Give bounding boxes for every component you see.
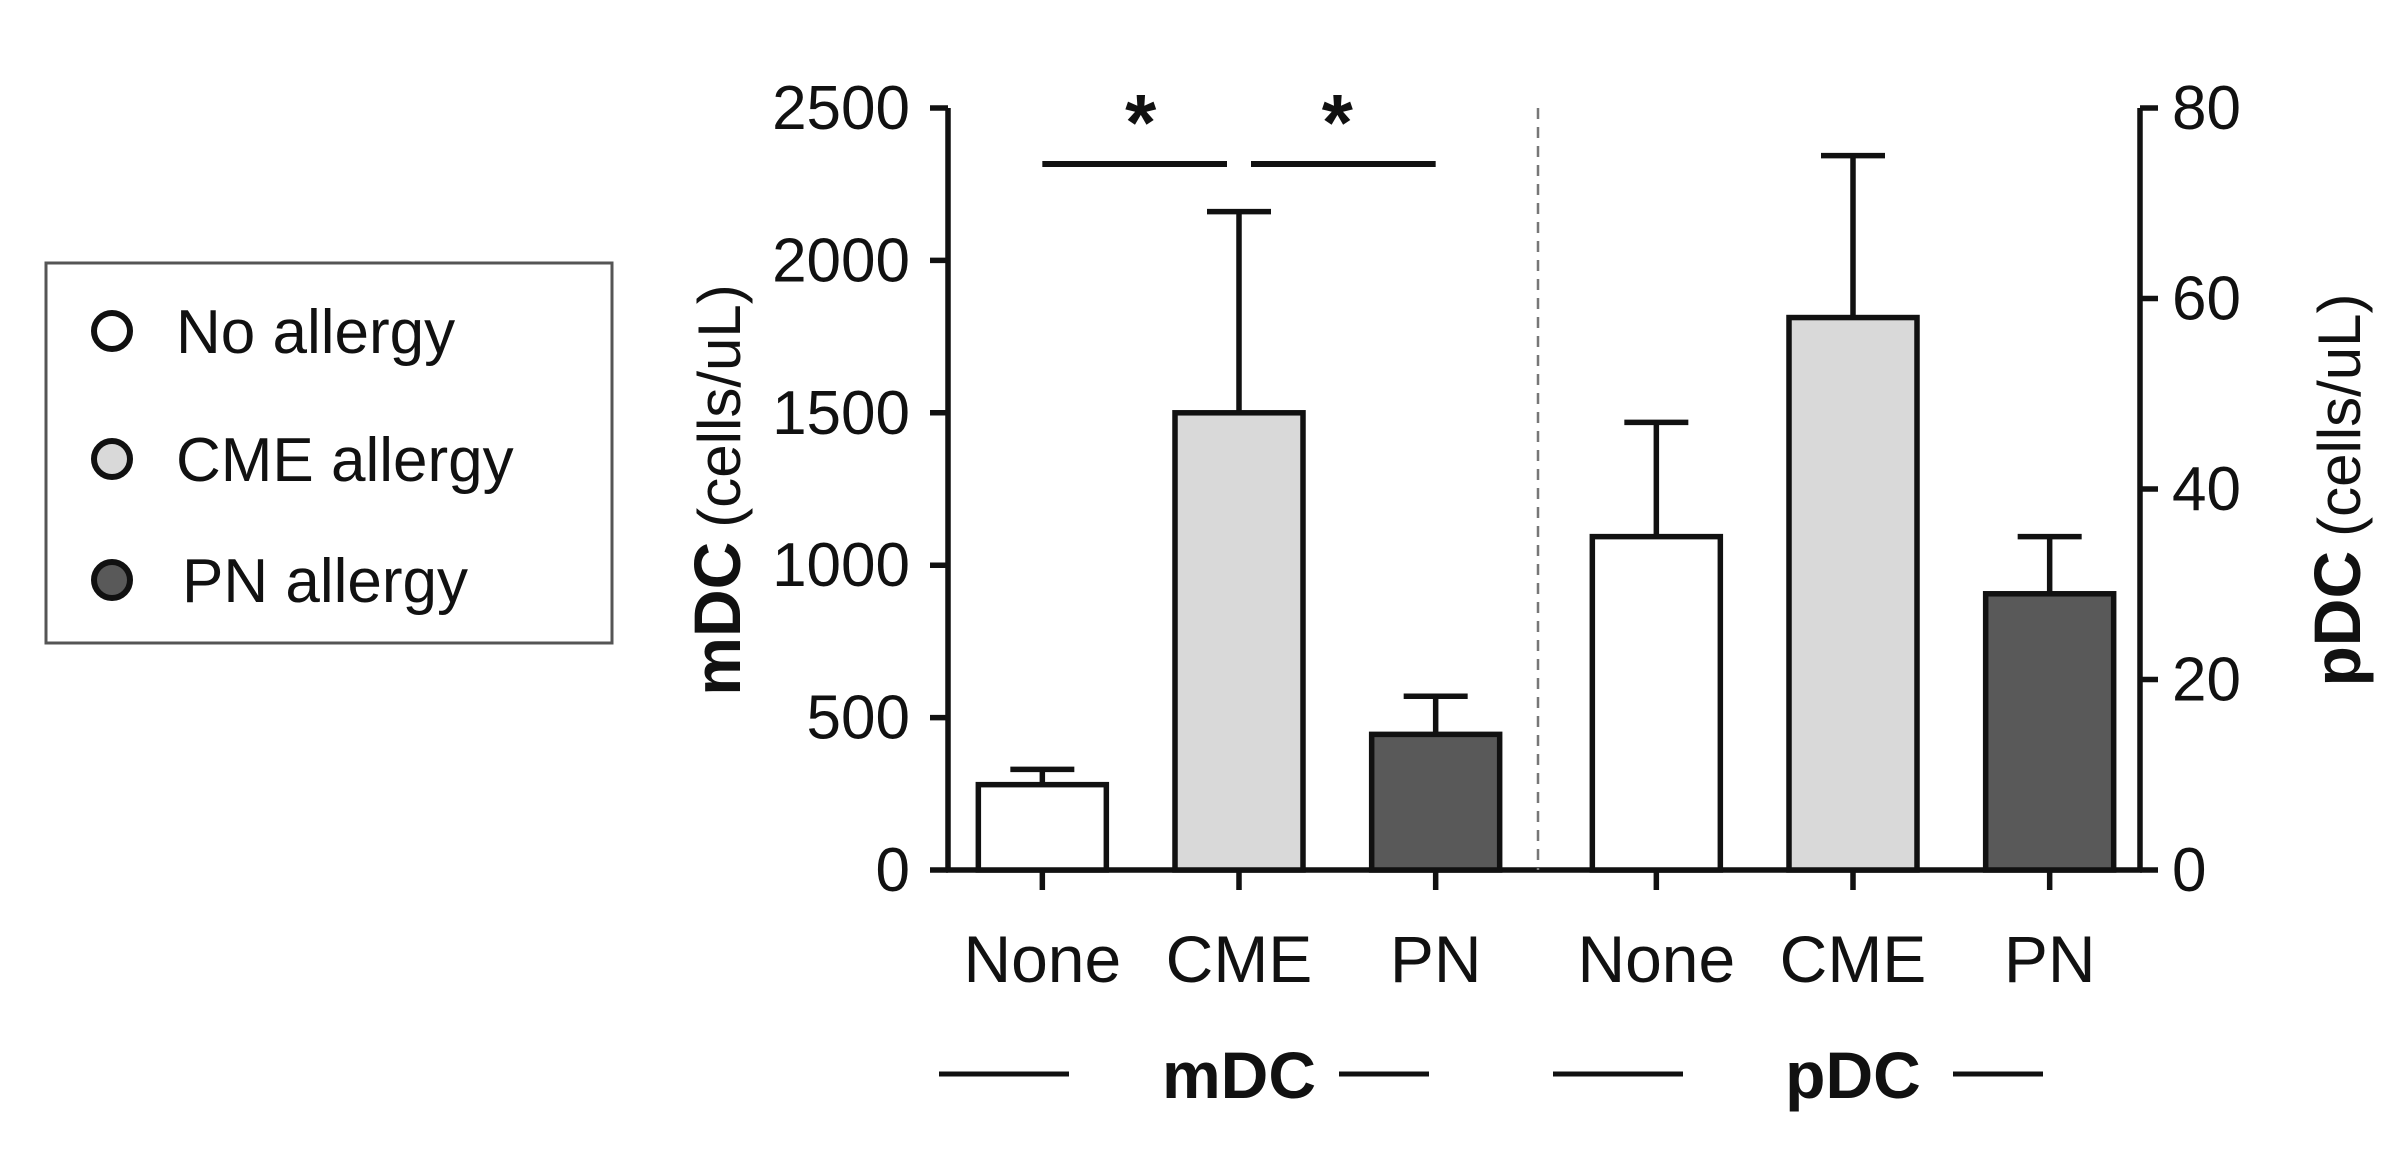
right-axis-title: pDC (cells/uL) (2300, 293, 2374, 686)
legend-box (44, 261, 614, 645)
right-y-tick-label: 40 (2172, 455, 2241, 524)
x-category-label: PN (2004, 922, 2096, 996)
right-y-tick-label: 80 (2172, 74, 2241, 143)
x-category-label: CME (1166, 922, 1313, 996)
left-y-tick-label: 2000 (772, 226, 910, 295)
x-category-label: CME (1780, 922, 1927, 996)
right-y-tick-label: 20 (2172, 646, 2241, 715)
right-axis-title-label: pDC (2300, 551, 2374, 687)
right-y-tick-label: 60 (2172, 265, 2241, 334)
left-axis-title: mDC (cells/uL) (680, 284, 754, 695)
right-axis-title-unit: (cells/uL) (2306, 293, 2373, 536)
x-category-label: None (1577, 922, 1735, 996)
bar-pdc-pn (1982, 591, 2117, 873)
group-label-pdc: pDC (1785, 1038, 1921, 1112)
left-y-tick-label: 0 (876, 836, 910, 905)
legend-marker-2 (91, 438, 133, 480)
left-axis-title-unit: (cells/uL) (686, 284, 753, 527)
left-y-tick-label: 500 (807, 684, 910, 753)
bar-pdc-cme (1786, 314, 1920, 873)
bar-mdc-pn (1368, 731, 1503, 873)
legend-marker-3 (91, 559, 133, 601)
left-y-tick-label: 2500 (772, 74, 910, 143)
legend-label: CME allergy (176, 426, 514, 495)
x-category-label: PN (1390, 922, 1482, 996)
significance-star: * (1322, 78, 1354, 167)
left-axis-title-label: mDC (680, 542, 754, 696)
legend-label: No allergy (176, 298, 455, 367)
bar-mdc-cme (1172, 410, 1306, 873)
left-y-tick-label: 1500 (772, 379, 910, 448)
x-category-label: None (963, 922, 1121, 996)
left-y-tick-label: 1000 (772, 531, 910, 600)
bar-mdc-none (975, 781, 1110, 873)
significance-star: * (1125, 78, 1157, 167)
group-label-mdc: mDC (1162, 1038, 1316, 1112)
right-y-tick-label: 0 (2172, 836, 2206, 905)
legend-label: PN allergy (182, 547, 468, 616)
legend-marker-1 (91, 310, 133, 352)
bar-pdc-none (1589, 533, 1724, 873)
